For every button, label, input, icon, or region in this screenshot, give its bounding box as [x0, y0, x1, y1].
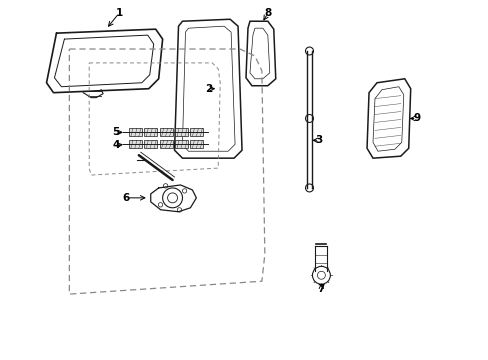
Bar: [144, 129, 157, 136]
Text: 8: 8: [264, 8, 271, 18]
Circle shape: [182, 189, 186, 193]
Circle shape: [177, 208, 182, 212]
Text: 3: 3: [315, 135, 323, 145]
Bar: [160, 140, 172, 148]
Bar: [129, 140, 142, 148]
Bar: [129, 129, 142, 136]
Text: 2: 2: [204, 84, 211, 94]
Bar: [160, 129, 172, 136]
Text: 6: 6: [122, 193, 129, 203]
Text: 5: 5: [112, 127, 120, 138]
Bar: [175, 129, 187, 136]
Bar: [144, 140, 157, 148]
Bar: [190, 129, 203, 136]
Text: 4: 4: [112, 140, 120, 150]
Text: 7: 7: [317, 284, 325, 294]
Bar: [190, 140, 203, 148]
Bar: [175, 140, 187, 148]
Circle shape: [158, 203, 163, 207]
Text: 1: 1: [115, 8, 122, 18]
Text: 9: 9: [412, 113, 419, 123]
Circle shape: [163, 184, 167, 188]
